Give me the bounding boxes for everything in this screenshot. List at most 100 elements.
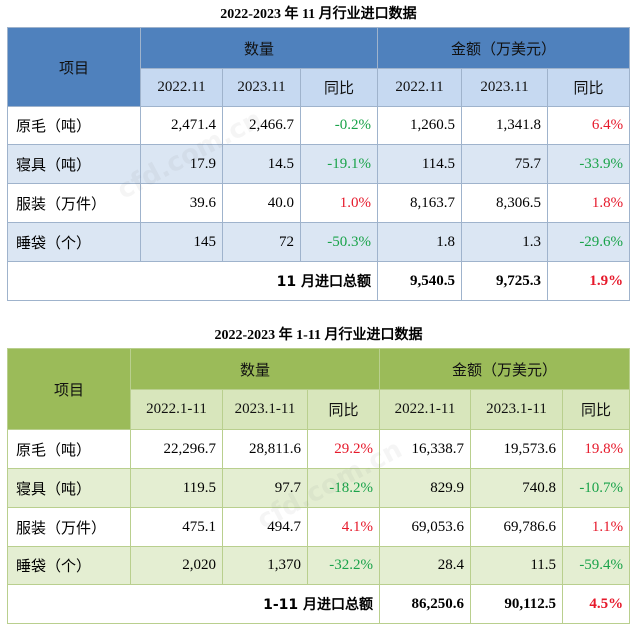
row-label: 原毛（吨） <box>7 429 131 469</box>
quantity-curr: 72 <box>222 222 301 262</box>
subheader-cell: 2022.11 <box>377 68 463 107</box>
quantity-yoy: 29.2% <box>306 429 381 469</box>
table-row: 原毛（吨） 22,296.7 28,811.6 29.2% 16,338.7 1… <box>7 429 631 469</box>
subheader-cell: 2023.1-11 <box>222 389 308 430</box>
subheader-cell: 2023.11 <box>461 68 549 107</box>
amount-prev: 69,053.6 <box>379 507 472 547</box>
table2-jan-nov-import: 项目 数量 金额（万美元） 2022.1-11 2023.1-11 同比 202… <box>6 348 631 624</box>
amount-prev: 16,338.7 <box>379 429 472 469</box>
quantity-curr: 97.7 <box>222 468 308 508</box>
quantity-curr: 494.7 <box>222 507 308 547</box>
total-amount-curr: 9,725.3 <box>461 261 549 301</box>
amount-yoy: -10.7% <box>562 468 631 508</box>
amount-prev: 8,163.7 <box>377 183 463 223</box>
subheader-cell: 2022.11 <box>140 68 223 107</box>
row-label: 寝具（吨） <box>7 468 131 508</box>
quantity-prev: 22,296.7 <box>130 429 223 469</box>
table1-subheader-row: 2022.11 2023.11 同比 2022.11 2023.11 同比 <box>8 68 631 107</box>
subheader-cell: 2023.11 <box>222 68 301 107</box>
table1-november-import: 项目 数量 金额（万美元） 2022.11 2023.11 同比 2022.11… <box>6 27 631 301</box>
amount-prev: 1.8 <box>377 222 463 262</box>
quantity-prev: 39.6 <box>140 183 223 223</box>
total-amount-prev: 86,250.6 <box>379 584 472 624</box>
row-label: 寝具（吨） <box>7 144 141 184</box>
table1-caption: 2022-2023 年 11 月行业进口数据 <box>220 7 417 22</box>
amount-yoy: -59.4% <box>562 546 631 585</box>
table-row: 睡袋（个） 2,020 1,370 -32.2% 28.4 11.5 -59.4… <box>7 546 631 585</box>
quantity-prev: 17.9 <box>140 144 223 184</box>
quantity-curr: 40.0 <box>222 183 301 223</box>
quantity-header: 数量 <box>129 348 381 390</box>
subheader-cell: 2022.1-11 <box>379 389 472 430</box>
amount-curr: 8,306.5 <box>461 183 549 223</box>
quantity-prev: 145 <box>140 222 223 262</box>
quantity-curr: 2,466.7 <box>222 106 301 145</box>
quantity-yoy: -18.2% <box>306 468 381 508</box>
amount-prev: 28.4 <box>379 546 472 585</box>
amount-header: 金额（万美元） <box>379 348 631 390</box>
table-row: 寝具（吨） 17.9 14.5 -19.1% 114.5 75.7 -33.9% <box>7 144 631 184</box>
quantity-yoy: 4.1% <box>306 507 381 547</box>
row-label: 服装（万件） <box>7 507 131 547</box>
quantity-prev: 475.1 <box>130 507 223 547</box>
quantity-curr: 1,370 <box>222 546 308 585</box>
amount-yoy: -33.9% <box>547 144 631 184</box>
quantity-header: 数量 <box>139 27 379 69</box>
quantity-curr: 28,811.6 <box>222 429 308 469</box>
total-amount-yoy: 1.9% <box>547 261 631 301</box>
table-row: 睡袋（个） 145 72 -50.3% 1.8 1.3 -29.6% <box>7 222 631 262</box>
subheader-cell: 2022.1-11 <box>130 389 223 430</box>
quantity-yoy: -19.1% <box>299 144 379 184</box>
quantity-prev: 119.5 <box>130 468 223 508</box>
amount-curr: 1,341.8 <box>461 106 549 145</box>
quantity-prev: 2,471.4 <box>140 106 223 145</box>
quantity-yoy: -50.3% <box>299 222 379 262</box>
amount-yoy: 1.8% <box>547 183 631 223</box>
amount-yoy: 6.4% <box>547 106 631 145</box>
total-amount-yoy: 4.5% <box>562 584 631 624</box>
total-label: 11 月进口总额 <box>6 261 379 301</box>
amount-header: 金额（万美元） <box>377 27 631 69</box>
quantity-curr: 14.5 <box>222 144 301 184</box>
quantity-yoy: -32.2% <box>306 546 381 585</box>
quantity-prev: 2,020 <box>130 546 223 585</box>
amount-yoy: -29.6% <box>547 222 631 262</box>
total-amount-curr: 90,112.5 <box>470 584 564 624</box>
table2-total-row: 1-11 月进口总额 86,250.6 90,112.5 4.5% <box>6 584 631 624</box>
amount-prev: 1,260.5 <box>377 106 463 145</box>
subheader-cell: 同比 <box>547 68 631 107</box>
table-row: 寝具（吨） 119.5 97.7 -18.2% 829.9 740.8 -10.… <box>7 468 631 508</box>
row-label: 原毛（吨） <box>7 106 141 145</box>
table-row: 服装（万件） 475.1 494.7 4.1% 69,053.6 69,786.… <box>7 507 631 547</box>
table-row: 原毛（吨） 2,471.4 2,466.7 -0.2% 1,260.5 1,34… <box>7 106 631 145</box>
row-label: 睡袋（个） <box>7 546 131 585</box>
subheader-cell: 同比 <box>562 389 631 430</box>
table2-subheader-row: 2022.1-11 2023.1-11 同比 2022.1-11 2023.1-… <box>8 389 631 430</box>
amount-curr: 19,573.6 <box>470 429 564 469</box>
table2-header-row: 项目 数量 金额（万美元） <box>7 348 631 430</box>
quantity-yoy: -0.2% <box>299 106 379 145</box>
row-label: 睡袋（个） <box>7 222 141 262</box>
amount-yoy: 19.8% <box>562 429 631 469</box>
subheader-cell: 2023.1-11 <box>470 389 564 430</box>
total-amount-prev: 9,540.5 <box>377 261 463 301</box>
amount-curr: 75.7 <box>461 144 549 184</box>
table2-caption: 2022-2023 年 1-11 月行业进口数据 <box>214 328 423 343</box>
amount-curr: 1.3 <box>461 222 549 262</box>
table1-total-row: 11 月进口总额 9,540.5 9,725.3 1.9% <box>6 261 631 301</box>
subheader-cell: 同比 <box>306 389 381 430</box>
item-header: 项目 <box>7 348 131 430</box>
row-label: 服装（万件） <box>7 183 141 223</box>
quantity-yoy: 1.0% <box>299 183 379 223</box>
amount-prev: 829.9 <box>379 468 472 508</box>
item-header: 项目 <box>7 27 141 107</box>
amount-curr: 740.8 <box>470 468 564 508</box>
table-row: 服装（万件） 39.6 40.0 1.0% 8,163.7 8,306.5 1.… <box>7 183 631 223</box>
subheader-cell: 同比 <box>299 68 379 107</box>
amount-curr: 11.5 <box>470 546 564 585</box>
amount-prev: 114.5 <box>377 144 463 184</box>
amount-yoy: 1.1% <box>562 507 631 547</box>
total-label: 1-11 月进口总额 <box>6 584 381 624</box>
amount-curr: 69,786.6 <box>470 507 564 547</box>
table1-header-row: 项目 数量 金额（万美元） <box>7 27 631 107</box>
